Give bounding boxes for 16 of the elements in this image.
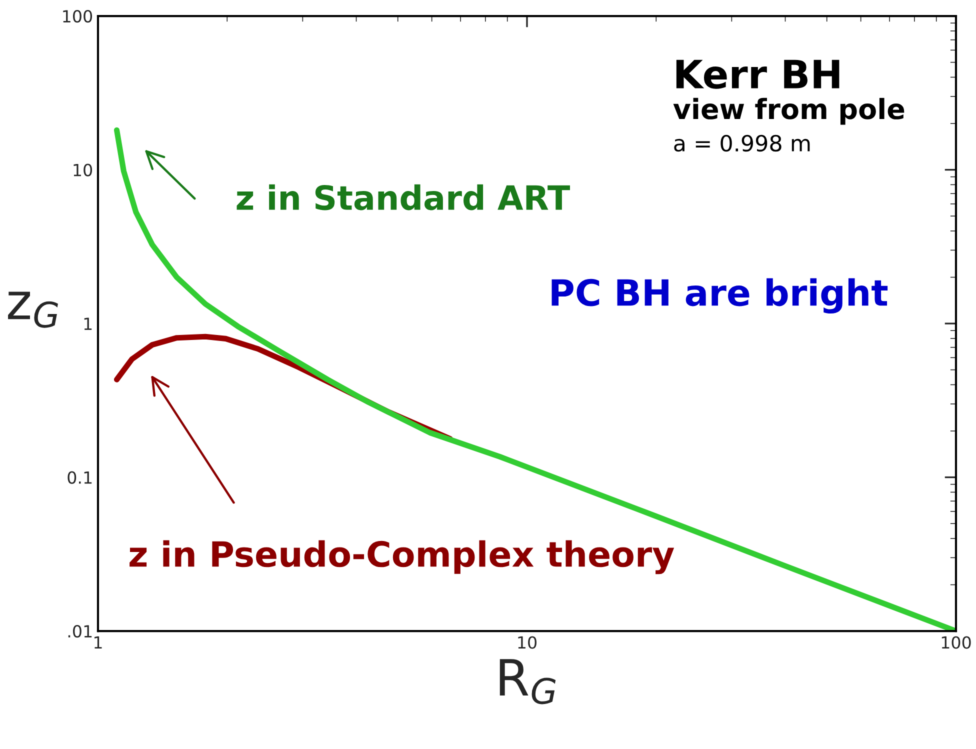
annotation: a = 0.998 m [674, 134, 810, 152]
annotation: z in Pseudo-Complex theory [130, 540, 674, 574]
y-tick-label: 100 [63, 10, 92, 23]
y-tick-label: 10 [74, 164, 92, 176]
annotation: Kerr BH [676, 60, 840, 89]
y-axis-title: z$_{G}$ [8, 292, 58, 328]
x-tick-label: 1 [94, 636, 102, 649]
x-tick-label: 10 [518, 636, 536, 649]
annotation: PC BH are bright [552, 278, 888, 314]
y-tick-label: 1 [84, 318, 92, 330]
x-tick-label: 100 [942, 636, 971, 649]
y-tick-label: .01 [68, 624, 92, 638]
annotation: z in Standard ART [236, 184, 570, 210]
annotation: view from pole [673, 98, 904, 125]
y-tick-label: 0.1 [68, 471, 92, 484]
x-axis-title: R$_{G}$ [500, 659, 556, 704]
